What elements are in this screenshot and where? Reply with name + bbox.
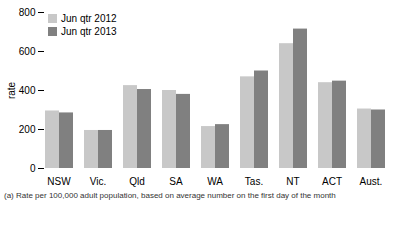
svg-text:600: 600 — [19, 46, 36, 57]
svg-text:Qld: Qld — [129, 176, 145, 187]
svg-text:800: 800 — [19, 7, 36, 18]
svg-text:NT: NT — [286, 176, 299, 187]
svg-text:Tas.: Tas. — [245, 176, 263, 187]
svg-text:400: 400 — [19, 85, 36, 96]
svg-text:SA: SA — [169, 176, 183, 187]
svg-text:Aust.: Aust. — [360, 176, 383, 187]
svg-text:0: 0 — [30, 163, 36, 174]
html-text:Jun qtr 2012: Jun qtr 2012 — [61, 13, 117, 24]
svg-text:ACT: ACT — [322, 176, 342, 187]
html-text:Jun qtr 2013: Jun qtr 2013 — [61, 26, 117, 37]
svg-text:200: 200 — [19, 124, 36, 135]
svg-text:WA: WA — [207, 176, 223, 187]
svg-text:Vic.: Vic. — [90, 176, 107, 187]
svg-text:NSW: NSW — [47, 176, 71, 187]
svg-text:rate: rate — [6, 81, 17, 99]
html-text:(a) Rate per 100,000 adult pop: (a) Rate per 100,000 adult population, b… — [4, 191, 336, 200]
